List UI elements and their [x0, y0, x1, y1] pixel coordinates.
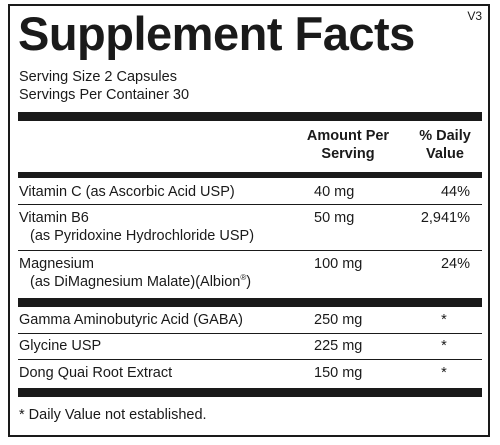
nutrient-source: (as DiMagnesium Malate)(Albion®) — [30, 273, 252, 290]
nutrient-name: Vitamin C (as Ascorbic Acid USP) — [19, 184, 235, 200]
ingredient-daily-value: * — [441, 338, 447, 354]
row-divider — [18, 204, 482, 205]
daily-value-header: % Daily Value — [419, 128, 471, 162]
amount-per-serving-header: Amount Per Serving — [306, 128, 390, 162]
row-divider — [18, 250, 482, 251]
nutrient-daily-value: 24% — [440, 256, 470, 272]
servings-per-container: Servings Per Container 30 — [19, 87, 190, 103]
row-divider — [18, 333, 482, 334]
ingredient-amount: 250 mg — [314, 312, 363, 328]
footnote: * Daily Value not established. — [19, 407, 207, 423]
nutrient-amount: 40 mg — [314, 184, 355, 200]
ingredient-name: Glycine USP — [19, 338, 102, 354]
ingredient-amount: 225 mg — [314, 338, 363, 354]
thick-divider-middle — [18, 298, 482, 307]
supplement-facts-panel: V3 Supplement Facts Serving Size 2 Capsu… — [8, 4, 490, 437]
nutrient-amount: 50 mg — [314, 210, 355, 226]
nutrient-source: (as Pyridoxine Hydrochloride USP) — [30, 228, 255, 244]
ingredient-name: Dong Quai Root Extract — [19, 365, 173, 381]
panel-title: Supplement Facts — [18, 7, 415, 60]
registered-mark: ® — [240, 273, 247, 283]
nutrient-daily-value: 2,941% — [420, 210, 470, 226]
version-label: V3 — [467, 9, 482, 23]
nutrient-amount: 100 mg — [314, 256, 363, 272]
divider-under-header — [18, 172, 482, 178]
ingredient-amount: 150 mg — [314, 365, 363, 381]
thick-divider-bottom — [18, 388, 482, 397]
serving-size: Serving Size 2 Capsules — [19, 69, 177, 85]
thick-divider-top — [18, 112, 482, 121]
ingredient-name: Gamma Aminobutyric Acid (GABA) — [19, 312, 244, 328]
row-divider — [18, 359, 482, 360]
ingredient-daily-value: * — [441, 365, 447, 381]
nutrient-name: Magnesium — [19, 256, 94, 272]
nutrient-name: Vitamin B6 — [19, 210, 89, 226]
nutrient-daily-value: 44% — [440, 184, 470, 200]
ingredient-daily-value: * — [441, 312, 447, 328]
